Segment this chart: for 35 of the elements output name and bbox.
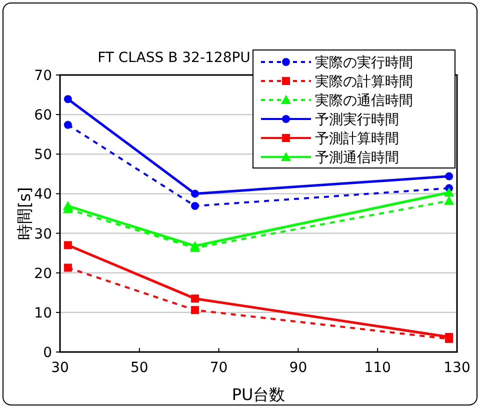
x-tick-label: 70: [210, 360, 228, 376]
point: [64, 120, 72, 129]
legend-label: 予測計算時間: [315, 131, 399, 147]
x-tick-label: 30: [51, 360, 69, 376]
y-tick-label: 70: [34, 68, 52, 84]
point: [64, 95, 72, 104]
point: [190, 306, 199, 314]
y-tick-label: 50: [34, 147, 52, 164]
legend-label: 予測通信時間: [315, 150, 399, 166]
point: [190, 190, 199, 198]
point: [444, 196, 454, 205]
y-axis-title: 時間[s]: [15, 187, 34, 240]
x-tick-label: 130: [444, 360, 470, 376]
point: [445, 172, 454, 180]
chart-title: FT CLASS B 32-128PU: [98, 50, 250, 66]
y-tick-label: 40: [34, 186, 52, 203]
x-tick-label: 50: [130, 360, 148, 376]
legend-label: 実際の実行時間: [315, 55, 413, 71]
x-tick-label: 90: [289, 360, 308, 376]
y-tick-label: 60: [34, 108, 52, 124]
point: [444, 188, 454, 197]
point: [64, 241, 72, 250]
x-axis-title: PU台数: [232, 385, 286, 404]
y-tick-label: 0: [43, 345, 52, 361]
legend-label: 実際の通信時間: [315, 93, 413, 109]
point: [64, 264, 72, 272]
legend-label: 予測実行時間: [315, 112, 399, 128]
y-tick-label: 30: [34, 226, 52, 242]
point: [190, 294, 199, 303]
y-tick-label: 10: [34, 305, 52, 322]
point: [62, 200, 73, 210]
x-tick-label: 110: [364, 360, 391, 376]
point: [190, 202, 199, 210]
y-tick-label: 20: [34, 266, 52, 282]
legend-label: 実際の計算時間: [315, 74, 413, 90]
